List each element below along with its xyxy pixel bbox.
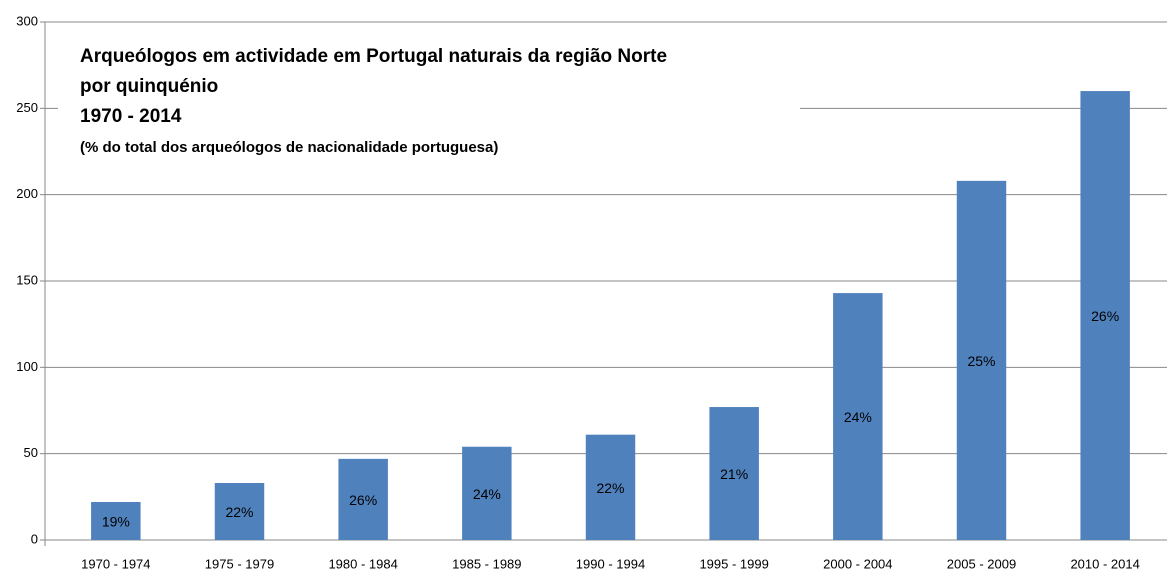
bar: [956, 180, 1007, 540]
bar-label: 19%: [102, 514, 130, 530]
bar: [1080, 91, 1130, 541]
x-tick-label: 1985 - 1989: [452, 556, 521, 571]
y-tick-label: 100: [16, 359, 38, 374]
title-box: [58, 34, 800, 170]
chart-title: Arqueólogos em actividade em Portugal na…: [80, 46, 667, 67]
x-tick-label: 2010 - 2014: [1070, 556, 1139, 571]
bar: [585, 434, 636, 540]
bar-label: 22%: [225, 504, 253, 520]
x-tick-label: 1980 - 1984: [328, 556, 397, 571]
bar: [338, 458, 388, 540]
y-tick-label: 50: [24, 445, 38, 460]
y-tick-label: 200: [16, 186, 38, 201]
bar: [462, 446, 512, 540]
bar: [709, 407, 759, 540]
bar-label: 24%: [473, 486, 501, 502]
x-tick-label: 1975 - 1979: [205, 556, 274, 571]
chart-title: por quinquénio: [80, 76, 218, 97]
x-tick-label: 2000 - 2004: [823, 556, 892, 571]
x-tick-label: 2005 - 2009: [947, 556, 1016, 571]
bar: [833, 293, 883, 540]
bar-label: 22%: [596, 480, 624, 496]
bar: [214, 483, 265, 540]
x-tick-label: 1990 - 1994: [576, 556, 645, 571]
y-tick-label: 300: [16, 13, 38, 28]
bar-label: 26%: [1091, 308, 1119, 324]
chart-title: 1970 - 2014: [80, 106, 182, 127]
y-tick-label: 250: [16, 100, 38, 115]
chart-subtitle: (% do total dos arqueólogos de nacionali…: [80, 139, 498, 156]
bar: [91, 502, 141, 540]
bar-label: 26%: [349, 492, 377, 508]
bars: [91, 91, 1130, 541]
bar-label: 25%: [967, 353, 995, 369]
bar-label: 24%: [844, 409, 872, 425]
y-tick-label: 150: [16, 272, 38, 287]
x-tick-label: 1995 - 1999: [699, 556, 768, 571]
bar-label: 21%: [720, 466, 748, 482]
x-tick-label: 1970 - 1974: [81, 556, 150, 571]
y-tick-label: 0: [31, 531, 38, 546]
